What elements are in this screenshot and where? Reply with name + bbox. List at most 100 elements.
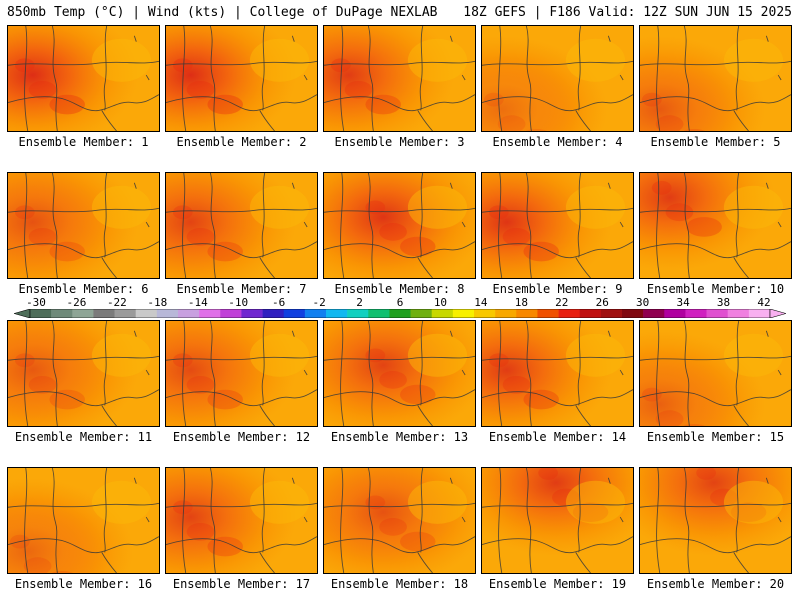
island-marks <box>765 330 782 376</box>
warm-patch <box>172 353 193 368</box>
warm-patch <box>186 80 215 99</box>
coastline <box>101 552 117 573</box>
warm-patch <box>186 522 215 541</box>
warm-patch <box>379 371 407 389</box>
island-marks <box>133 35 150 81</box>
coastline <box>324 536 475 554</box>
warm-patch <box>665 203 694 222</box>
coastline <box>101 405 117 426</box>
coastline <box>640 536 791 554</box>
warm-patch <box>502 227 531 246</box>
ensemble-member-label: Ensemble Member: 1 <box>18 135 149 149</box>
colorbar-swatch <box>600 309 623 318</box>
ensemble-member-map <box>639 320 792 427</box>
cool-patch <box>723 333 784 377</box>
state-border <box>209 173 216 278</box>
colorbar-swatch <box>368 309 390 318</box>
state-border <box>525 173 532 278</box>
state-border <box>261 468 266 553</box>
state-border <box>419 321 424 406</box>
warm-patch <box>399 236 436 257</box>
coastline <box>733 110 749 131</box>
state-border <box>367 26 374 131</box>
island-marks <box>765 182 782 228</box>
state-border <box>656 321 661 426</box>
cool-patch <box>407 333 468 377</box>
warm-patch <box>399 384 436 405</box>
coastline <box>101 110 117 131</box>
warm-patch <box>23 557 52 573</box>
ensemble-member-map <box>323 172 476 279</box>
colorbar-swatch <box>135 309 158 318</box>
warm-patch <box>28 80 57 99</box>
state-border <box>735 173 740 258</box>
warm-patch <box>14 353 35 368</box>
coastline <box>417 552 433 573</box>
coastline <box>733 552 749 573</box>
colorbar-swatch <box>283 309 306 318</box>
ensemble-member-map <box>481 467 634 574</box>
colorbar-swatch <box>326 309 348 318</box>
warm-patch <box>28 375 57 394</box>
ensemble-member-map <box>639 172 792 279</box>
island-marks <box>133 182 150 228</box>
warm-patch <box>379 223 407 241</box>
warm-patch <box>538 468 558 480</box>
colorbar-swatch <box>431 309 454 318</box>
warm-patch <box>172 500 193 515</box>
coastline <box>482 536 633 554</box>
coastline <box>8 241 159 259</box>
state-border <box>182 468 187 573</box>
warm-patch <box>655 410 684 426</box>
island-marks <box>607 477 624 523</box>
coastline <box>482 241 633 259</box>
state-border <box>735 321 740 406</box>
state-border <box>261 173 266 258</box>
state-border <box>498 173 503 278</box>
warm-patch <box>379 518 407 536</box>
coastline <box>640 94 791 112</box>
state-border <box>367 173 374 278</box>
warm-patch <box>207 389 243 410</box>
cool-patch <box>565 38 626 82</box>
warm-patch <box>49 389 85 410</box>
warm-patch <box>14 58 35 73</box>
warm-patch <box>365 348 386 363</box>
ensemble-member-map <box>165 25 318 132</box>
island-marks <box>607 35 624 81</box>
cool-patch <box>249 333 310 377</box>
colorbar-swatch <box>30 309 52 318</box>
state-border <box>166 60 317 66</box>
state-border <box>577 26 582 111</box>
colorbar-swatch <box>114 309 137 318</box>
coastline <box>733 257 749 278</box>
state-border <box>340 468 345 573</box>
state-border <box>482 60 633 66</box>
ensemble-member-label: Ensemble Member: 5 <box>650 135 781 149</box>
ensemble-member-map <box>7 320 160 427</box>
colorbar-swatch <box>558 309 581 318</box>
coastline <box>259 552 275 573</box>
colorbar-swatch <box>156 309 179 318</box>
warm-patch <box>655 115 684 131</box>
state-border <box>103 468 108 553</box>
ensemble-member-map <box>639 25 792 132</box>
colorbar-swatch <box>495 309 517 318</box>
colorbar-swatch <box>347 309 369 318</box>
warm-patch <box>365 94 401 115</box>
state-border <box>51 173 58 278</box>
state-border <box>640 207 791 213</box>
warm-patch <box>172 58 193 73</box>
ensemble-member-label: Ensemble Member: 20 <box>646 577 785 591</box>
coastline <box>640 389 791 407</box>
coastline <box>482 389 633 407</box>
coastline <box>575 257 591 278</box>
warm-patch <box>172 205 193 220</box>
colorbar-tick-label: -10 <box>228 296 249 309</box>
island-marks <box>133 330 150 376</box>
coastline <box>575 552 591 573</box>
warm-patch <box>497 115 526 131</box>
state-border <box>525 321 532 426</box>
warm-patch <box>14 205 35 220</box>
colorbar-swatch <box>241 309 263 318</box>
